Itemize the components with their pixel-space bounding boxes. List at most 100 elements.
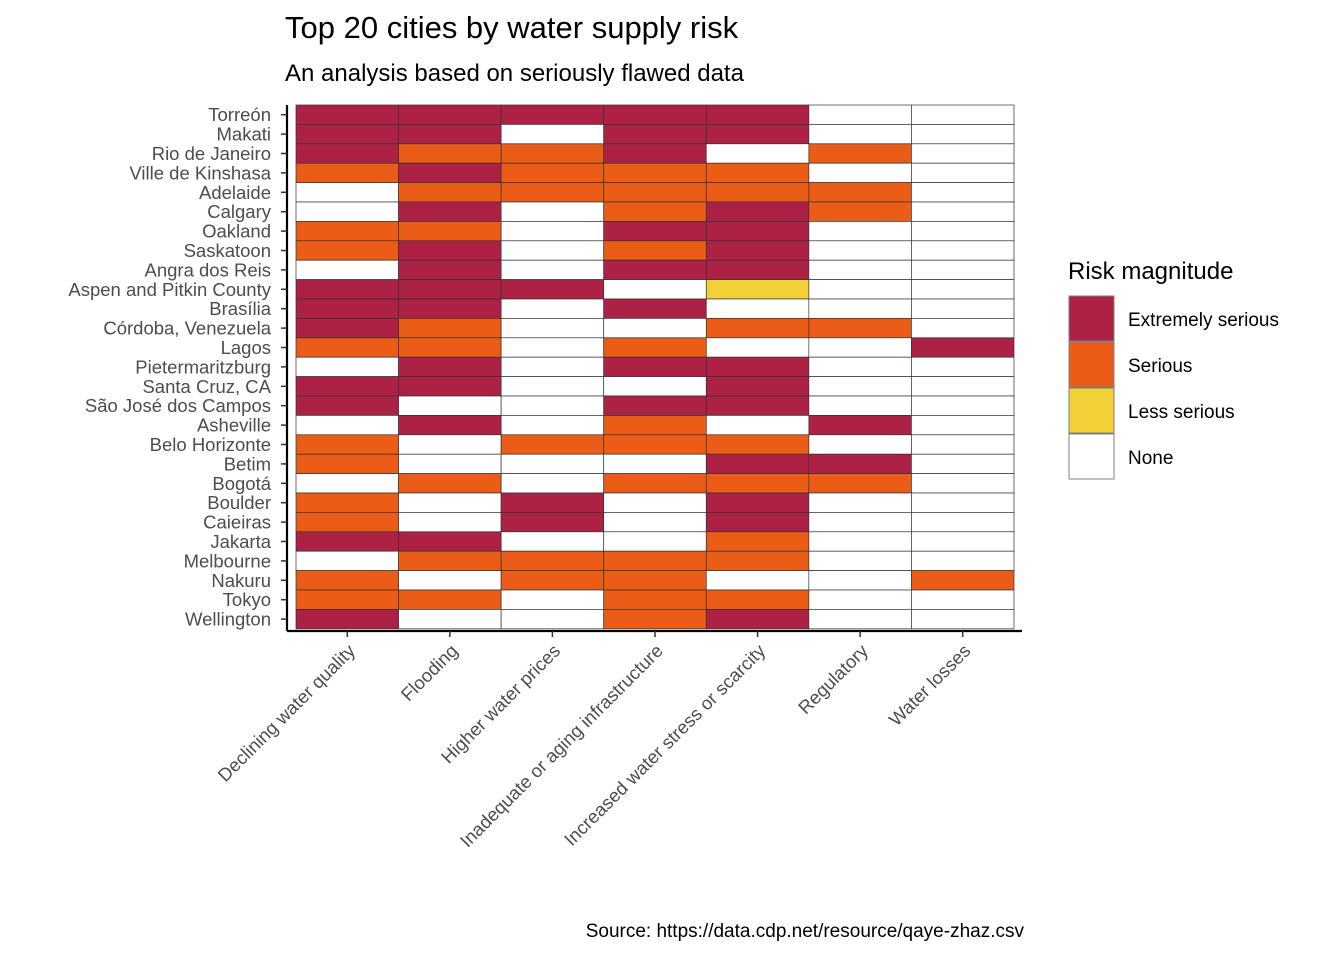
y-tick-label-melbourne: Melbourne bbox=[184, 550, 271, 571]
legend-key-less-serious bbox=[1068, 387, 1115, 434]
y-tick-label-calgary: Calgary bbox=[207, 201, 271, 222]
heatmap-cell-asheville-higher-water-prices bbox=[500, 415, 605, 436]
heatmap-cell-cordoba-venezuela-higher-water-prices bbox=[500, 318, 605, 339]
heatmap-cell-saskatoon-inadequate-or-aging-infrastructure bbox=[603, 240, 707, 261]
y-tick-label-tokyo: Tokyo bbox=[223, 589, 271, 610]
heatmap-cell-brasilia-declining-water-quality bbox=[295, 298, 399, 319]
legend-label-serious: Serious bbox=[1128, 356, 1192, 377]
y-tick-label-adelaide: Adelaide bbox=[199, 182, 271, 203]
heatmap-cell-betim-increased-water-stress-or-scarcity bbox=[705, 453, 810, 474]
heatmap-cell-sao-jose-dos-campos-increased-water-stress-or-scarcity bbox=[705, 395, 810, 416]
heatmap-cell-jakarta-flooding bbox=[398, 531, 502, 552]
heatmap-cell-asheville-flooding bbox=[398, 415, 502, 436]
y-tick-label-santa-cruz-ca: Santa Cruz, CA bbox=[142, 376, 271, 397]
heatmap-cell-caieiras-higher-water-prices bbox=[500, 512, 605, 533]
heatmap-cell-ville-de-kinshasa-water-losses bbox=[911, 162, 1015, 183]
legend: Risk magnitude Extremely serious Serious Le… bbox=[1068, 258, 1279, 480]
heatmap-cell-belo-horizonte-flooding bbox=[398, 434, 502, 455]
heatmap-cell-sao-jose-dos-campos-higher-water-prices bbox=[500, 395, 605, 416]
legend-key-extremely-serious bbox=[1068, 295, 1115, 342]
heatmap-cell-bogota-increased-water-stress-or-scarcity bbox=[705, 473, 810, 494]
heatmap-cell-melbourne-flooding bbox=[398, 550, 502, 571]
heatmap-cells bbox=[295, 104, 1015, 630]
heatmap-cell-nakuru-higher-water-prices bbox=[500, 570, 605, 591]
heatmap-cell-nakuru-increased-water-stress-or-scarcity bbox=[705, 570, 810, 591]
heatmap-cell-belo-horizonte-declining-water-quality bbox=[295, 434, 399, 455]
heatmap-cell-aspen-and-pitkin-county-flooding bbox=[398, 279, 502, 300]
heatmap-cell-makati-declining-water-quality bbox=[295, 124, 399, 145]
heatmap-cell-cordoba-venezuela-flooding bbox=[398, 318, 502, 339]
heatmap-cell-betim-flooding bbox=[398, 453, 502, 474]
heatmap-cell-oakland-regulatory bbox=[808, 221, 912, 242]
heatmap-cell-calgary-water-losses bbox=[911, 201, 1015, 222]
heatmap-cell-melbourne-declining-water-quality bbox=[295, 550, 399, 571]
heatmap-cell-jakarta-water-losses bbox=[911, 531, 1015, 552]
legend-label-none: None bbox=[1128, 448, 1173, 469]
heatmap-cell-makati-increased-water-stress-or-scarcity bbox=[705, 124, 810, 145]
heatmap-cell-betim-declining-water-quality bbox=[295, 453, 399, 474]
heatmap-cell-caieiras-flooding bbox=[398, 512, 502, 533]
y-tick-label-belo-horizonte: Belo Horizonte bbox=[150, 434, 271, 455]
heatmap-cell-aspen-and-pitkin-county-regulatory bbox=[808, 279, 912, 300]
heatmap-cell-bogota-declining-water-quality bbox=[295, 473, 399, 494]
heatmap-cell-aspen-and-pitkin-county-declining-water-quality bbox=[295, 279, 399, 300]
y-tick-label-wellington: Wellington bbox=[185, 609, 271, 630]
y-tick-label-nakuru: Nakuru bbox=[211, 570, 271, 591]
heatmap-cell-nakuru-regulatory bbox=[808, 570, 912, 591]
heatmap-cell-belo-horizonte-higher-water-prices bbox=[500, 434, 605, 455]
heatmap-cell-adelaide-water-losses bbox=[911, 182, 1015, 203]
heatmap-cell-pietermaritzburg-water-losses bbox=[911, 356, 1015, 377]
heatmap-cell-calgary-declining-water-quality bbox=[295, 201, 399, 222]
chart-axes bbox=[281, 105, 1022, 637]
heatmap-cell-jakarta-increased-water-stress-or-scarcity bbox=[705, 531, 810, 552]
heatmap-cell-belo-horizonte-increased-water-stress-or-scarcity bbox=[705, 434, 810, 455]
heatmap-cell-caieiras-regulatory bbox=[808, 512, 912, 533]
heatmap-cell-melbourne-water-losses bbox=[911, 550, 1015, 571]
heatmap-cell-bogota-flooding bbox=[398, 473, 502, 494]
heatmap-cell-angra-dos-reis-water-losses bbox=[911, 259, 1015, 280]
heatmap-cell-nakuru-inadequate-or-aging-infrastructure bbox=[603, 570, 707, 591]
heatmap-cell-bogota-higher-water-prices bbox=[500, 473, 605, 494]
heatmap-cell-pietermaritzburg-flooding bbox=[398, 356, 502, 377]
heatmap-cell-lagos-increased-water-stress-or-scarcity bbox=[705, 337, 810, 358]
heatmap-cell-saskatoon-water-losses bbox=[911, 240, 1015, 261]
heatmap-cell-rio-de-janeiro-water-losses bbox=[911, 143, 1015, 164]
heatmap-cell-betim-inadequate-or-aging-infrastructure bbox=[603, 453, 707, 474]
heatmap-cell-brasilia-inadequate-or-aging-infrastructure bbox=[603, 298, 707, 319]
heatmap-cell-belo-horizonte-inadequate-or-aging-infrastructure bbox=[603, 434, 707, 455]
heatmap-cell-calgary-flooding bbox=[398, 201, 502, 222]
heatmap-cell-aspen-and-pitkin-county-inadequate-or-aging-infrastructure bbox=[603, 279, 707, 300]
heatmap-cell-adelaide-increased-water-stress-or-scarcity bbox=[705, 182, 810, 203]
legend-key-none bbox=[1068, 433, 1115, 480]
x-tick-label-regulatory: Regulatory bbox=[794, 639, 873, 718]
heatmap-cell-betim-regulatory bbox=[808, 453, 912, 474]
y-tick-label-lagos: Lagos bbox=[221, 337, 271, 358]
heatmap-cell-boulder-water-losses bbox=[911, 492, 1015, 513]
chart-title: Top 20 cities by water supply risk bbox=[285, 10, 739, 45]
heatmap-cell-torreon-higher-water-prices bbox=[500, 104, 605, 125]
heatmap-cell-oakland-inadequate-or-aging-infrastructure bbox=[603, 221, 707, 242]
y-tick-label-pietermaritzburg: Pietermaritzburg bbox=[135, 356, 271, 377]
heatmap-cell-asheville-regulatory bbox=[808, 415, 912, 436]
y-tick-label-cordoba-venezuela: Córdoba, Venezuela bbox=[103, 318, 271, 339]
x-tick-label-inadequate-or-aging-infrastructure: Inadequate or aging infrastructure bbox=[456, 640, 667, 851]
heatmap-cell-aspen-and-pitkin-county-increased-water-stress-or-scarcity bbox=[705, 279, 810, 300]
heatmap-cell-calgary-increased-water-stress-or-scarcity bbox=[705, 201, 810, 222]
y-tick-label-rio-de-janeiro: Rio de Janeiro bbox=[152, 143, 271, 164]
heatmap-cell-rio-de-janeiro-flooding bbox=[398, 143, 502, 164]
heatmap-cell-angra-dos-reis-inadequate-or-aging-infrastructure bbox=[603, 259, 707, 280]
heatmap-cell-rio-de-janeiro-higher-water-prices bbox=[500, 143, 605, 164]
y-tick-label-sao-jose-dos-campos: São José dos Campos bbox=[85, 395, 271, 416]
heatmap-cell-tokyo-flooding bbox=[398, 589, 502, 610]
heatmap-cell-oakland-increased-water-stress-or-scarcity bbox=[705, 221, 810, 242]
heatmap-cell-torreon-increased-water-stress-or-scarcity bbox=[705, 104, 810, 125]
heatmap-cell-pietermaritzburg-higher-water-prices bbox=[500, 356, 605, 377]
heatmap-cell-betim-water-losses bbox=[911, 453, 1015, 474]
y-tick-label-caieiras: Caieiras bbox=[203, 512, 271, 533]
heatmap-cell-santa-cruz-ca-increased-water-stress-or-scarcity bbox=[705, 376, 810, 397]
heatmap-cell-boulder-declining-water-quality bbox=[295, 492, 399, 513]
heatmap-cell-boulder-inadequate-or-aging-infrastructure bbox=[603, 492, 707, 513]
heatmap-cell-belo-horizonte-water-losses bbox=[911, 434, 1015, 455]
heatmap-cell-angra-dos-reis-declining-water-quality bbox=[295, 259, 399, 280]
